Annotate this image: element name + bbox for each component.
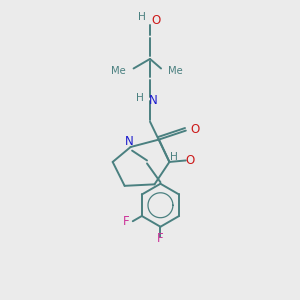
Text: H: H — [136, 93, 143, 103]
Text: F: F — [157, 232, 164, 245]
Text: Me: Me — [111, 66, 126, 76]
Text: H: H — [170, 152, 178, 163]
Text: O: O — [185, 154, 194, 167]
Text: Me: Me — [168, 66, 183, 76]
Text: O: O — [190, 123, 200, 136]
Text: H: H — [138, 12, 146, 22]
Text: N: N — [125, 135, 134, 148]
Text: O: O — [152, 14, 161, 27]
Text: F: F — [123, 215, 130, 228]
Text: N: N — [148, 94, 157, 107]
